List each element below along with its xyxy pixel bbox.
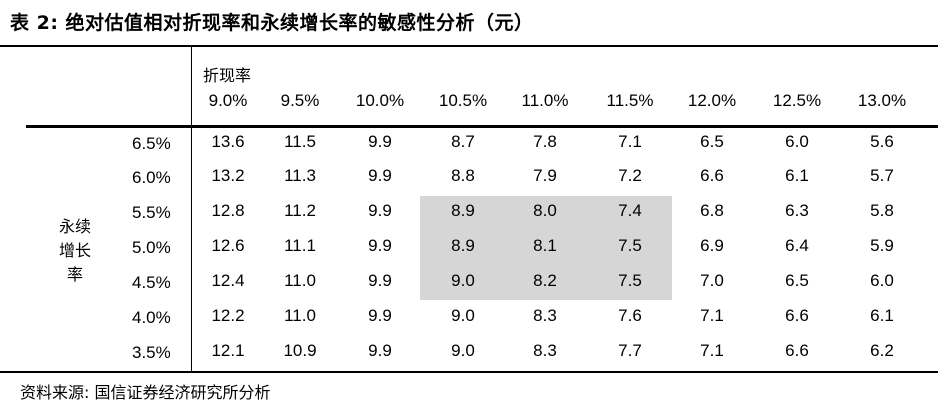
table-cell: 11.0 <box>284 306 316 325</box>
table-cell: 5.7 <box>870 166 894 185</box>
table-cell: 9.9 <box>368 132 392 151</box>
table-cell: 8.7 <box>451 132 475 151</box>
table-cell: 7.8 <box>533 132 557 151</box>
row-header: 3.5% <box>132 343 171 362</box>
table-cell: 8.9 <box>451 201 475 220</box>
table-cell: 9.9 <box>368 201 392 220</box>
table-cell: 6.6 <box>700 166 724 185</box>
table-cell: 9.0 <box>451 306 475 325</box>
discount-rate-label: 折现率 <box>203 66 252 85</box>
table-cell: 12.2 <box>211 306 245 325</box>
table-cell: 11.0 <box>284 271 316 290</box>
table-cell: 8.0 <box>533 201 557 220</box>
header-divider <box>191 47 192 371</box>
table-cell: 9.0 <box>451 271 475 290</box>
column-header: 11.0% <box>521 91 569 110</box>
bottom-rule <box>0 371 938 373</box>
table-cell: 7.1 <box>700 306 724 325</box>
table-cell: 13.6 <box>211 132 245 151</box>
table-cell: 7.1 <box>700 341 724 360</box>
table-title: 表 2: 绝对估值相对折现率和永续增长率的敏感性分析（元） <box>10 12 534 34</box>
table-cell: 11.3 <box>284 166 316 185</box>
table-cell: 6.4 <box>785 236 809 255</box>
column-header: 9.5% <box>280 91 320 110</box>
table-cell: 6.9 <box>700 236 724 255</box>
table-cell: 11.1 <box>284 236 316 255</box>
table-cell: 12.8 <box>211 201 245 220</box>
table-cell: 8.3 <box>533 306 557 325</box>
growth-rate-label-line: 率 <box>66 265 83 284</box>
table-cell: 9.9 <box>368 236 392 255</box>
table-cell: 8.2 <box>533 271 557 290</box>
row-header: 5.0% <box>132 238 171 257</box>
table-cell: 7.7 <box>618 341 642 360</box>
table-cell: 11.5 <box>284 132 316 151</box>
table-cell: 11.2 <box>284 201 316 220</box>
table-cell: 7.0 <box>700 271 724 290</box>
table-cell: 7.4 <box>618 201 642 220</box>
growth-rate-label-line: 增长 <box>58 241 91 260</box>
column-header: 10.5% <box>438 91 488 110</box>
table-cell: 10.9 <box>283 341 317 360</box>
table-cell: 6.5 <box>700 132 724 151</box>
table-cell: 6.0 <box>785 132 809 151</box>
table-cell: 8.3 <box>533 341 557 360</box>
table-cell: 7.2 <box>618 166 642 185</box>
table-cell: 6.8 <box>700 201 724 220</box>
column-header: 10.0% <box>355 91 405 110</box>
table-cell: 7.5 <box>618 271 642 290</box>
table-cell: 9.9 <box>368 166 392 185</box>
table-cell: 6.5 <box>785 271 809 290</box>
growth-rate-label-line: 永续 <box>58 217 91 236</box>
row-header: 6.0% <box>132 168 171 187</box>
table-cell: 12.4 <box>211 271 245 290</box>
table-cell: 9.9 <box>368 341 392 360</box>
table-cell: 6.1 <box>870 306 894 325</box>
table-cell: 13.2 <box>211 166 245 185</box>
table-cell: 5.9 <box>870 236 894 255</box>
table-cell: 7.1 <box>618 132 642 151</box>
column-header: 12.0% <box>687 91 737 110</box>
row-header: 6.5% <box>132 134 171 153</box>
row-header: 5.5% <box>132 203 171 222</box>
table-cell: 6.3 <box>785 201 809 220</box>
top-rule <box>0 45 938 47</box>
source-note: 资料来源: 国信证券经济研究所分析 <box>20 383 271 402</box>
table-cell: 9.9 <box>368 306 392 325</box>
column-header: 9.0% <box>208 91 248 110</box>
table-cell: 6.2 <box>870 341 894 360</box>
table-cell: 6.6 <box>785 341 809 360</box>
table-cell: 6.0 <box>870 271 894 290</box>
table-cell: 6.6 <box>785 306 809 325</box>
table-cell: 8.1 <box>533 236 557 255</box>
table-cell: 12.6 <box>211 236 245 255</box>
table-cell: 8.9 <box>451 236 475 255</box>
table-cell: 9.9 <box>368 271 392 290</box>
table-cell: 7.6 <box>618 306 642 325</box>
table-cell: 7.5 <box>618 236 642 255</box>
column-header: 13.0% <box>857 91 907 110</box>
table-cell: 5.8 <box>870 201 894 220</box>
table-cell: 6.1 <box>785 166 809 185</box>
highlight-region <box>420 196 672 300</box>
table-cell: 5.6 <box>870 132 894 151</box>
row-header: 4.0% <box>132 308 171 327</box>
header-rule <box>26 125 938 128</box>
table-cell: 12.1 <box>211 341 245 360</box>
row-header: 4.5% <box>132 273 171 292</box>
table-cell: 8.8 <box>451 166 475 185</box>
column-header: 11.5% <box>606 91 654 110</box>
column-header: 12.5% <box>772 91 822 110</box>
table-cell: 7.9 <box>533 166 557 185</box>
table-cell: 9.0 <box>451 341 475 360</box>
growth-rate-label: 永续 增长 率 <box>55 215 95 287</box>
